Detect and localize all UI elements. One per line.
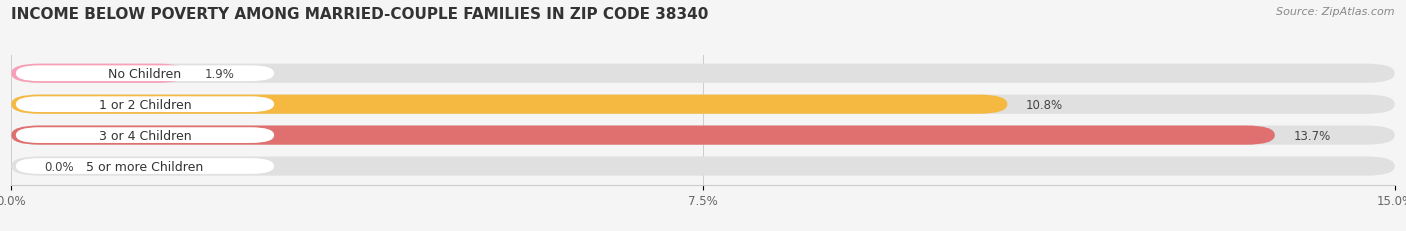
Text: 5 or more Children: 5 or more Children	[86, 160, 204, 173]
FancyBboxPatch shape	[15, 66, 274, 82]
FancyBboxPatch shape	[11, 64, 1395, 83]
Text: 1 or 2 Children: 1 or 2 Children	[98, 98, 191, 111]
FancyBboxPatch shape	[15, 158, 274, 174]
Text: INCOME BELOW POVERTY AMONG MARRIED-COUPLE FAMILIES IN ZIP CODE 38340: INCOME BELOW POVERTY AMONG MARRIED-COUPL…	[11, 7, 709, 22]
Text: 0.0%: 0.0%	[44, 160, 73, 173]
Text: 13.7%: 13.7%	[1294, 129, 1330, 142]
Text: 10.8%: 10.8%	[1026, 98, 1063, 111]
FancyBboxPatch shape	[11, 126, 1275, 145]
FancyBboxPatch shape	[11, 95, 1007, 114]
Text: 1.9%: 1.9%	[205, 67, 235, 80]
Text: Source: ZipAtlas.com: Source: ZipAtlas.com	[1277, 7, 1395, 17]
FancyBboxPatch shape	[11, 157, 1395, 176]
Text: 3 or 4 Children: 3 or 4 Children	[98, 129, 191, 142]
FancyBboxPatch shape	[15, 128, 274, 143]
FancyBboxPatch shape	[15, 97, 274, 112]
FancyBboxPatch shape	[11, 64, 187, 83]
Text: No Children: No Children	[108, 67, 181, 80]
FancyBboxPatch shape	[11, 95, 1395, 114]
FancyBboxPatch shape	[11, 126, 1395, 145]
